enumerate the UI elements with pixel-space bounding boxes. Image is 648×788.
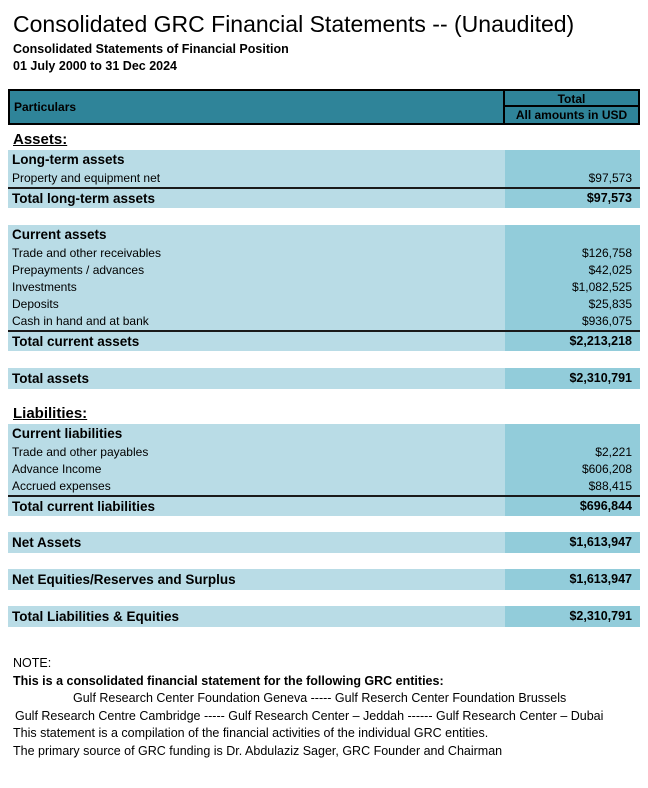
spacer — [8, 208, 640, 225]
row-label: Accrued expenses — [8, 478, 505, 495]
row-label: Deposits — [8, 296, 505, 313]
note-entities-line2: Gulf Research Centre Cambridge ----- Gul… — [15, 708, 604, 723]
table-row-total: Total long-term assets $97,573 — [8, 187, 640, 208]
footnotes: NOTE: This is a consolidated financial s… — [13, 655, 648, 760]
row-label: Total current liabilities — [8, 497, 505, 516]
row-value: $2,310,791 — [505, 368, 640, 389]
row-label: Total current assets — [8, 332, 505, 351]
table-row-total-assets: Total assets $2,310,791 — [8, 368, 640, 389]
row-label: Current assets — [8, 225, 505, 245]
row-value: $2,221 — [505, 444, 640, 461]
note-entities-line1: Gulf Research Center Foundation Geneva -… — [73, 691, 567, 705]
row-value — [505, 225, 640, 245]
row-label: Investments — [8, 279, 505, 296]
section-heading-assets: Assets: — [13, 131, 68, 148]
row-label: Total Liabilities & Equities — [8, 606, 505, 627]
row-label: Net Equities/Reserves and Surplus — [8, 569, 505, 590]
row-label: Total long-term assets — [8, 189, 505, 208]
row-label: Property and equipment net — [8, 170, 505, 187]
table-row: Investments $1,082,525 — [8, 279, 640, 296]
spacer — [8, 516, 640, 532]
row-label: Prepayments / advances — [8, 262, 505, 279]
table-row-total: Total current assets $2,213,218 — [8, 330, 640, 351]
row-label: Long-term assets — [8, 150, 505, 170]
row-value: $1,613,947 — [505, 532, 640, 553]
row-label: Current liabilities — [8, 424, 505, 444]
spacer — [8, 553, 640, 569]
page-title: Consolidated GRC Financial Statements --… — [13, 11, 575, 37]
row-value: $1,082,525 — [505, 279, 640, 296]
table-row-net-equities: Net Equities/Reserves and Surplus $1,613… — [8, 569, 640, 590]
note-compilation: This statement is a compilation of the f… — [13, 726, 489, 740]
row-value: $126,758 — [505, 245, 640, 262]
statement-period: 01 July 2000 to 31 Dec 2024 — [13, 59, 178, 73]
note-funding: The primary source of GRC funding is Dr.… — [13, 743, 503, 758]
row-value: $696,844 — [505, 497, 640, 516]
statement-subtitle: Consolidated Statements of Financial Pos… — [13, 42, 289, 56]
spacer — [8, 351, 640, 368]
column-header-total-group: Total All amounts in USD — [503, 91, 638, 123]
row-label: Trade and other receivables — [8, 245, 505, 262]
table-row: Accrued expenses $88,415 — [8, 478, 640, 495]
row-value: $97,573 — [505, 170, 640, 187]
row-label: Net Assets — [8, 532, 505, 553]
document-header: Consolidated GRC Financial Statements --… — [0, 0, 648, 75]
row-label: Cash in hand and at bank — [8, 313, 505, 330]
row-value: $25,835 — [505, 296, 640, 313]
table-row: Prepayments / advances $42,025 — [8, 262, 640, 279]
table-row: Trade and other receivables $126,758 — [8, 245, 640, 262]
spacer — [8, 389, 640, 403]
financial-position-table: Particulars Total All amounts in USD Ass… — [8, 89, 640, 627]
table-row: Current liabilities — [8, 424, 640, 444]
table-row: Cash in hand and at bank $936,075 — [8, 313, 640, 330]
table-row-total: Total current liabilities $696,844 — [8, 495, 640, 516]
row-value: $606,208 — [505, 461, 640, 478]
table-row: Current assets — [8, 225, 640, 245]
table-row: Advance Income $606,208 — [8, 461, 640, 478]
section-heading-liabilities: Liabilities: — [13, 405, 88, 422]
row-value — [505, 424, 640, 444]
row-value: $2,213,218 — [505, 332, 640, 351]
table-row-total-liabilities-equities: Total Liabilities & Equities $2,310,791 — [8, 606, 640, 627]
row-label: Trade and other payables — [8, 444, 505, 461]
row-label: Total assets — [8, 368, 505, 389]
row-value: $2,310,791 — [505, 606, 640, 627]
row-value: $88,415 — [505, 478, 640, 495]
note-entities-intro: This is a consolidated financial stateme… — [13, 673, 444, 688]
row-value: $97,573 — [505, 189, 640, 208]
table-row: Trade and other payables $2,221 — [8, 444, 640, 461]
table-row-net-assets: Net Assets $1,613,947 — [8, 532, 640, 553]
table-header: Particulars Total All amounts in USD — [8, 89, 640, 125]
row-value: $42,025 — [505, 262, 640, 279]
column-header-unit: All amounts in USD — [515, 108, 628, 122]
row-value: $1,613,947 — [505, 569, 640, 590]
row-label: Advance Income — [8, 461, 505, 478]
spacer — [8, 590, 640, 606]
table-row: Long-term assets — [8, 150, 640, 170]
note-heading: NOTE: — [13, 656, 52, 670]
column-header-particulars: Particulars — [14, 100, 77, 114]
row-value: $936,075 — [505, 313, 640, 330]
column-header-total: Total — [505, 91, 638, 107]
table-row: Deposits $25,835 — [8, 296, 640, 313]
row-value — [505, 150, 640, 170]
table-row: Property and equipment net $97,573 — [8, 170, 640, 187]
